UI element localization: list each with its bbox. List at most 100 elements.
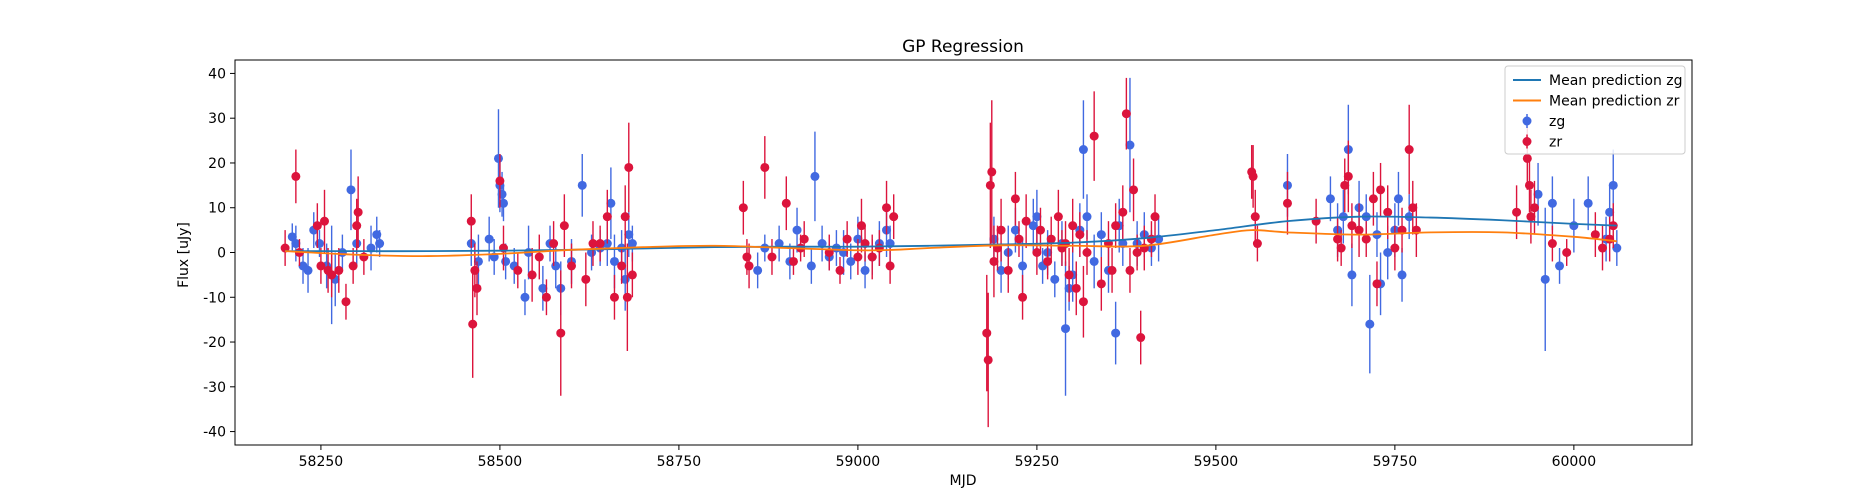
data-point-zg (792, 225, 802, 235)
x-tick-label: 59000 (836, 454, 881, 470)
data-point-zr (472, 283, 482, 293)
data-point-zg (1583, 198, 1593, 208)
data-point-zr (738, 203, 748, 213)
data-point-zr (327, 270, 337, 280)
data-point-zr (1082, 248, 1092, 257)
y-tick-label: 30 (208, 111, 226, 127)
data-point-zr (987, 167, 997, 177)
data-point-zg (1111, 328, 1121, 338)
data-point-zr (781, 198, 791, 208)
data-point-zr (1014, 234, 1024, 244)
data-point-zr (985, 180, 995, 190)
data-point-zr (466, 216, 476, 226)
data-point-zr (996, 225, 1006, 235)
data-point-zr (556, 328, 566, 338)
data-point-zg (1325, 194, 1335, 204)
data-point-zg (287, 232, 297, 242)
data-point-zr (989, 256, 999, 266)
data-point-zr (1354, 225, 1364, 235)
data-point-zr (982, 328, 992, 338)
data-point-zg (1540, 274, 1550, 284)
data-point-zr (527, 270, 537, 280)
data-point-zg (810, 171, 820, 181)
data-point-zg (606, 198, 616, 208)
data-point-zr (1522, 153, 1532, 163)
data-point-zr (1343, 171, 1353, 181)
data-point-zg (1018, 261, 1028, 271)
data-point-zr (1150, 212, 1160, 222)
data-point-zr (1361, 234, 1371, 244)
data-point-zr (1547, 239, 1557, 249)
data-point-zr (1336, 243, 1346, 253)
data-point-zr (1404, 145, 1414, 155)
data-point-zr (1107, 265, 1117, 275)
x-tick-label: 58750 (657, 454, 702, 470)
data-point-zr (760, 162, 770, 172)
data-point-zg (551, 261, 561, 271)
data-point-zr (1512, 207, 1522, 217)
data-point-zr (312, 221, 322, 231)
data-point-zr (1340, 180, 1350, 190)
data-point-zr (889, 212, 899, 222)
data-point-zr (1125, 265, 1135, 275)
legend-label: Mean prediction zg (1549, 73, 1683, 89)
data-point-zr (567, 261, 577, 271)
data-point-zr (1376, 185, 1386, 195)
data-point-zr (1372, 279, 1382, 289)
data-point-zr (1250, 212, 1260, 222)
data-point-zg (753, 265, 763, 275)
data-point-zg (1612, 243, 1622, 253)
data-point-zg (1393, 194, 1403, 204)
data-point-zr (799, 234, 809, 244)
y-axis-label: Flux [uJy] (176, 222, 192, 288)
data-point-zg (1347, 270, 1357, 280)
data-point-zg (624, 230, 634, 240)
data-point-zr (588, 239, 598, 249)
y-axis: -40 -30 -20 -10 0 10 20 30 40 (203, 66, 235, 441)
data-point-zr (1529, 203, 1539, 213)
data-point-zr (1068, 221, 1078, 231)
data-point-zr (1111, 221, 1121, 231)
data-point-zr (513, 265, 523, 275)
data-point-zr (744, 261, 754, 271)
data-point-zr (1248, 171, 1258, 181)
data-point-zg (627, 239, 637, 249)
data-point-zr (595, 239, 605, 249)
data-point-zg (1533, 189, 1543, 199)
data-point-zr (1046, 234, 1056, 244)
data-point-zr (470, 265, 480, 275)
series-zg (287, 77, 1622, 396)
data-point-zr (581, 274, 591, 284)
data-point-zr (1089, 131, 1099, 141)
x-tick-label: 59750 (1373, 454, 1418, 470)
data-point-zg (1125, 140, 1135, 150)
data-point-zr (742, 252, 752, 262)
data-point-zr (1064, 270, 1074, 280)
data-point-zr (983, 355, 993, 365)
data-point-zg (484, 234, 494, 244)
data-point-zr (319, 216, 329, 226)
data-point-zg (609, 256, 619, 266)
data-point-zg (1078, 145, 1088, 155)
data-point-zg (1397, 270, 1407, 280)
data-point-zr (1003, 265, 1013, 275)
x-tick-label: 60000 (1552, 454, 1597, 470)
y-tick-label: -20 (203, 335, 226, 351)
data-point-zg (501, 256, 511, 266)
data-point-zr (602, 212, 612, 222)
data-point-zr (867, 252, 877, 262)
data-point-zg (314, 239, 324, 249)
legend-label: Mean prediction zr (1549, 94, 1680, 110)
data-point-zr (1018, 292, 1028, 302)
data-point-zr (468, 319, 478, 329)
data-point-zg (497, 189, 507, 199)
data-point-zg (1082, 212, 1092, 222)
data-point-zg (1028, 221, 1038, 231)
data-point-zr (627, 270, 637, 280)
data-point-zr (549, 239, 559, 249)
data-point-zr (620, 212, 630, 222)
data-point-zr (353, 207, 363, 217)
data-point-zr (1252, 239, 1262, 249)
